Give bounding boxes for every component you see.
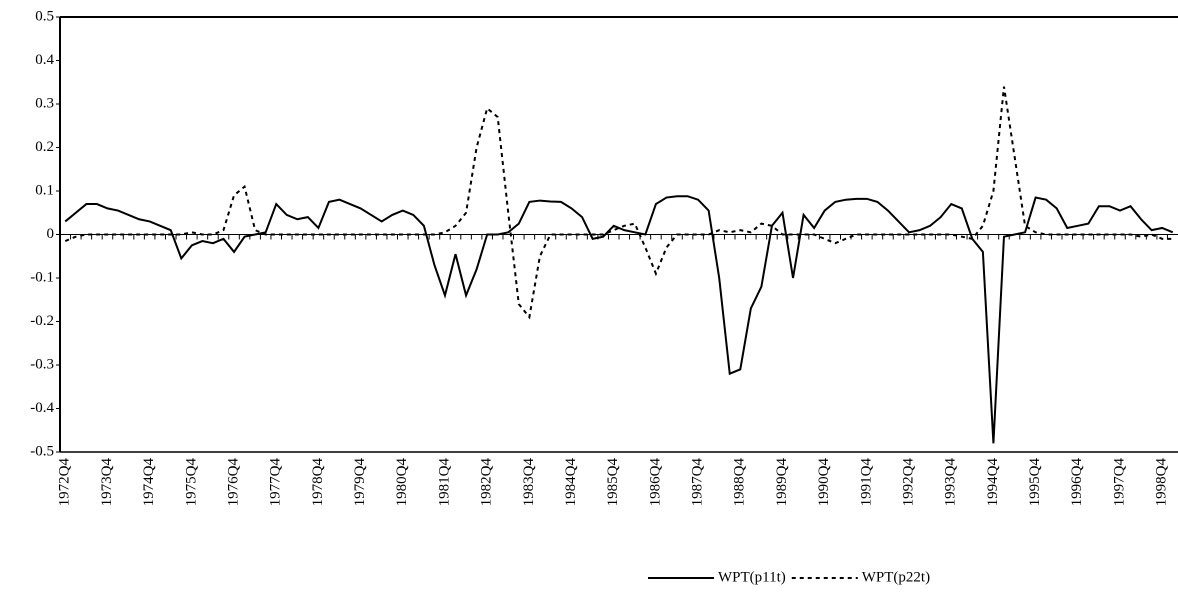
x-tick-label: 1995Q4	[1027, 458, 1043, 507]
x-tick-label: 1982Q4	[479, 458, 495, 507]
y-tick-label: 0.3	[35, 95, 54, 111]
x-tick-label: 1973Q4	[99, 458, 115, 507]
x-tick-label: 1984Q4	[563, 458, 579, 507]
x-tick-label: 1972Q4	[57, 458, 73, 507]
x-tick-label: 1987Q4	[690, 458, 706, 507]
y-tick-label: 0.2	[35, 139, 54, 155]
x-tick-label: 1976Q4	[225, 458, 241, 507]
legend-label: WPT(p11t)	[718, 569, 786, 585]
x-tick-label: 1996Q4	[1069, 458, 1085, 507]
x-tick-label: 1991Q4	[858, 458, 874, 507]
y-tick-label: 0.1	[35, 182, 54, 198]
x-tick-label: 1979Q4	[352, 458, 368, 507]
y-tick-label: -0.2	[30, 313, 54, 329]
x-tick-label: 1985Q4	[605, 458, 621, 507]
x-tick-label: 1981Q4	[436, 458, 452, 507]
x-tick-label: 1989Q4	[774, 458, 790, 507]
x-tick-label: 1975Q4	[183, 458, 199, 507]
series-line	[64, 195, 1174, 444]
x-tick-label: 1994Q4	[985, 458, 1001, 507]
x-tick-label: 1990Q4	[816, 458, 832, 507]
x-tick-label: 1974Q4	[141, 458, 157, 507]
x-tick-label: 1997Q4	[1111, 458, 1127, 507]
y-tick-label: -0.4	[30, 400, 54, 416]
x-tick-label: 1992Q4	[900, 458, 916, 507]
x-tick-label: 1978Q4	[310, 458, 326, 507]
legend-label: WPT(p22t)	[862, 569, 930, 585]
x-tick-label: 1980Q4	[394, 458, 410, 507]
y-tick-label: 0.5	[35, 8, 54, 24]
y-tick-label: -0.1	[30, 269, 54, 285]
x-tick-label: 1988Q4	[732, 458, 748, 507]
y-tick-label: 0	[47, 226, 55, 242]
y-tick-label: 0.4	[35, 52, 54, 68]
x-tick-label: 1977Q4	[268, 458, 284, 507]
x-tick-label: 1998Q4	[1154, 458, 1170, 507]
y-tick-label: -0.3	[30, 356, 54, 372]
series-line	[64, 86, 1173, 320]
y-tick-label: -0.5	[30, 443, 54, 459]
x-tick-label: 1986Q4	[647, 458, 663, 507]
x-tick-label: 1993Q4	[943, 458, 959, 507]
x-tick-label: 1983Q4	[521, 458, 537, 507]
